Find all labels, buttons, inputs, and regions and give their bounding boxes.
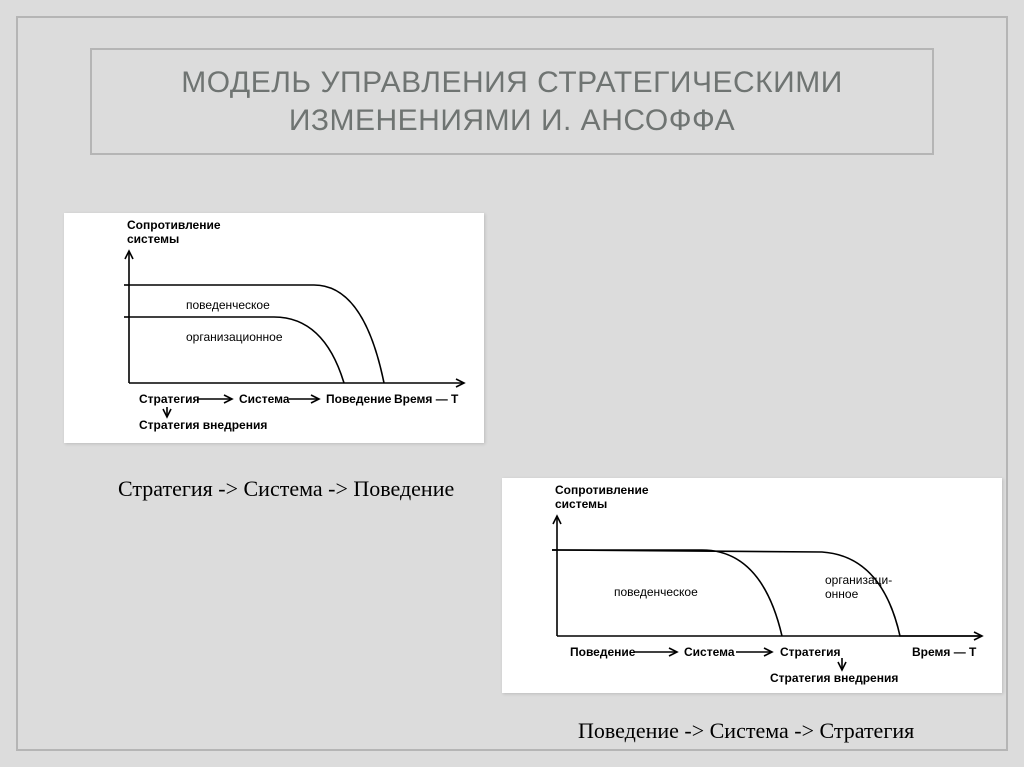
svg-text:Поведение: Поведение	[570, 645, 636, 659]
svg-text:системы: системы	[555, 497, 607, 511]
title-box: МОДЕЛЬ УПРАВЛЕНИЯ СТРАТЕГИЧЕСКИМИ ИЗМЕНЕ…	[90, 48, 934, 155]
chart1-svg: Сопротивлениесистемы Время — T поведенческ…	[64, 213, 484, 443]
caption2: Поведение -> Система -> Стратегия	[578, 718, 914, 744]
svg-text:Стратегия внедрения: Стратегия внедрения	[139, 418, 267, 432]
svg-text:онное: онное	[825, 587, 859, 601]
slide: МОДЕЛЬ УПРАВЛЕНИЯ СТРАТЕГИЧЕСКИМИ ИЗМЕНЕ…	[0, 0, 1024, 767]
svg-text:системы: системы	[127, 232, 179, 246]
title-line1: МОДЕЛЬ УПРАВЛЕНИЯ СТРАТЕГИЧЕСКИМИ	[181, 66, 843, 99]
slide-frame: МОДЕЛЬ УПРАВЛЕНИЯ СТРАТЕГИЧЕСКИМИ ИЗМЕНЕ…	[16, 16, 1008, 751]
chart2-panel: Сопротивлениесистемы Время — T поведенческ…	[502, 478, 1002, 693]
svg-text:Система: Система	[684, 645, 735, 659]
svg-text:Стратегия: Стратегия	[139, 392, 199, 406]
chart1-panel: Сопротивлениесистемы Время — T поведенческ…	[64, 213, 484, 443]
title-line2: ИЗМЕНЕНИЯМИ И. АНСОФФА	[289, 104, 735, 137]
svg-text:Поведение: Поведение	[326, 392, 392, 406]
svg-text:поведенческое: поведенческое	[614, 585, 698, 599]
svg-text:организаци-: организаци-	[825, 573, 892, 587]
title-text: МОДЕЛЬ УПРАВЛЕНИЯ СТРАТЕГИЧЕСКИМИ ИЗМЕНЕ…	[122, 64, 902, 139]
svg-text:Время — T: Время — T	[912, 645, 977, 659]
svg-text:Время — T: Время — T	[394, 392, 459, 406]
svg-text:Сопротивление: Сопротивление	[555, 483, 649, 497]
svg-text:поведенческое: поведенческое	[186, 298, 270, 312]
caption1: Стратегия -> Система -> Поведение	[118, 476, 454, 502]
svg-text:Стратегия внедрения: Стратегия внедрения	[770, 671, 898, 685]
chart2-svg: Сопротивлениесистемы Время — T поведенческ…	[502, 478, 1002, 693]
svg-text:Система: Система	[239, 392, 290, 406]
svg-text:Стратегия: Стратегия	[780, 645, 840, 659]
svg-text:организационное: организационное	[186, 330, 283, 344]
svg-text:Сопротивление: Сопротивление	[127, 218, 221, 232]
